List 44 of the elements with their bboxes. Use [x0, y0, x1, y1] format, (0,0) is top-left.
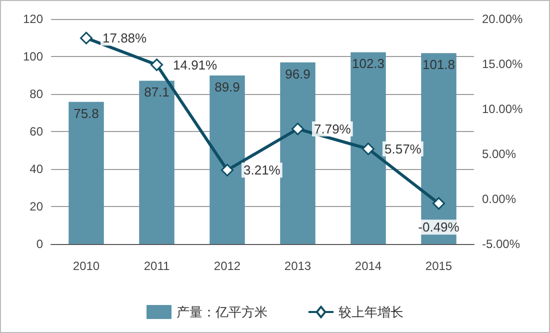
x-tick-label: 2010: [72, 259, 100, 273]
y2-tick-label: 5.00%: [482, 147, 516, 161]
y-tick-label: 40: [30, 162, 44, 176]
y-tick-label: 80: [30, 87, 44, 101]
data-label: 14.91%: [173, 57, 218, 72]
y2-tick-label: 20.00%: [482, 12, 524, 26]
y-tick-label: 20: [30, 200, 44, 214]
y-tick-label: 120: [22, 12, 44, 26]
y-tick-label: 100: [22, 50, 44, 64]
y-tick-label: 60: [30, 124, 44, 138]
data-label: 3.21%: [244, 162, 281, 178]
point: [362, 142, 374, 156]
x-tick-label: 2013: [284, 259, 312, 273]
data-label: -0.49%: [418, 220, 460, 235]
data-label: 96.9: [285, 66, 310, 82]
x-tick-label: 2012: [214, 259, 241, 273]
point: [221, 164, 234, 176]
data-label: 87.1: [144, 84, 170, 100]
point: [292, 122, 304, 136]
data-label: 7.79%: [314, 121, 352, 136]
y2-tick-label: 10.00%: [482, 102, 524, 116]
legend-label: 产量：亿平方米: [176, 304, 268, 320]
bar: [350, 52, 386, 244]
legend-label: 较上年增长: [338, 304, 404, 320]
point: [150, 58, 163, 72]
data-label: 5.57%: [384, 141, 422, 156]
bar: [280, 62, 316, 244]
y-tick-label: 0: [36, 237, 44, 251]
point: [432, 197, 445, 210]
x-tick-label: 2014: [354, 259, 382, 273]
bar: [210, 75, 245, 244]
x-tick-label: 2015: [425, 259, 452, 273]
data-label: 17.88%: [102, 30, 148, 46]
data-label: 75.8: [74, 106, 99, 121]
bar: [68, 102, 104, 244]
data-label: 89.9: [214, 79, 240, 94]
y2-tick-label: 15.00%: [482, 57, 524, 71]
bar: [139, 80, 174, 244]
data-label: 101.8: [422, 57, 456, 72]
y2-tick-label: 0.00%: [482, 192, 516, 206]
point: [80, 32, 92, 44]
x-tick-label: 2011: [144, 259, 170, 273]
data-label: 102.3: [352, 56, 385, 72]
y2-tick-label: -5.00%: [482, 237, 520, 251]
